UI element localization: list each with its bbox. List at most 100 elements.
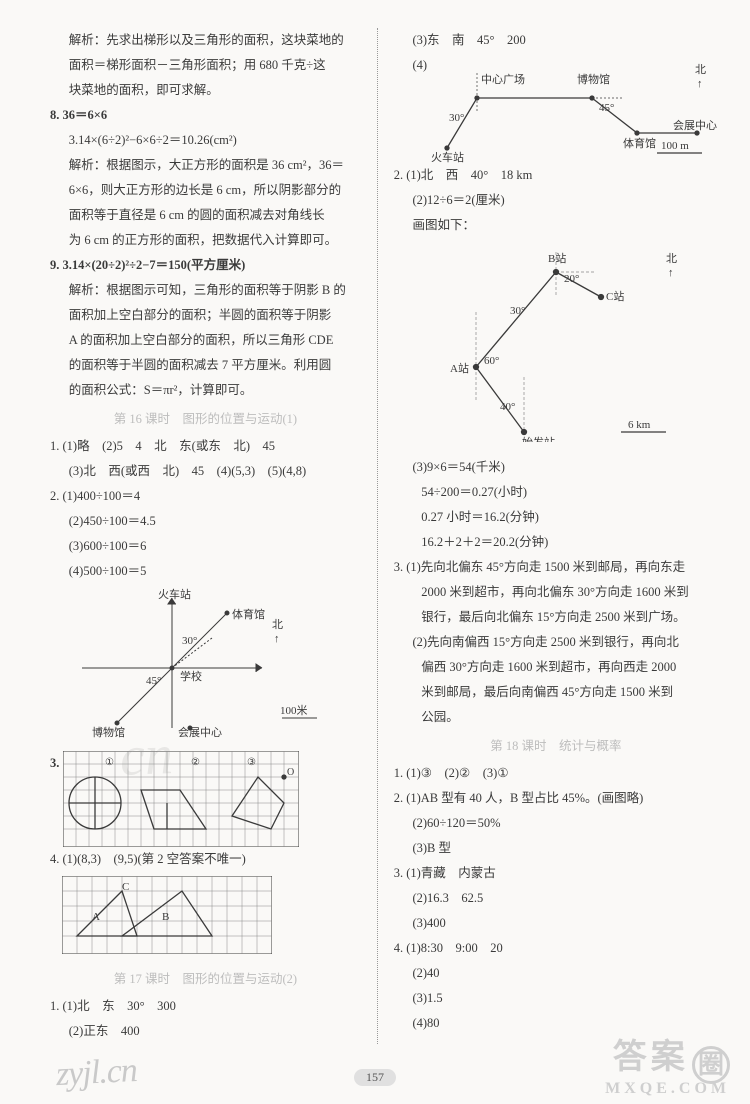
text: 公园。 bbox=[394, 705, 718, 730]
text: 米到邮局，最后向南偏西 45°方向走 1500 米到 bbox=[394, 680, 718, 705]
text: 4. (1)(8,3) (9,5)(第 2 空答案不唯一) bbox=[50, 847, 361, 872]
page-root: 解析：先求出梯形以及三角形的面积，这块菜地的 面积＝梯形面积－三角形面积；用 6… bbox=[0, 0, 750, 1044]
text: (2)先向南偏西 15°方向走 2500 米到银行，再向北 bbox=[394, 630, 718, 655]
svg-text:6 km: 6 km bbox=[628, 419, 651, 431]
text: 偏西 30°方向走 1600 米到超市，再向西走 2000 bbox=[394, 655, 718, 680]
text: (3)北 西(或西 北) 45 (4)(5,3) (5)(4,8) bbox=[50, 459, 361, 484]
svg-text:↑: ↑ bbox=[274, 633, 280, 645]
text: 3.14×(6÷2)²−6×6÷2＝10.26(cm²) bbox=[50, 128, 361, 153]
svg-text:学校: 学校 bbox=[180, 669, 202, 683]
right-column: (3)东 南 45° 200 (4) 中心广场 博物馆 bbox=[394, 28, 718, 1044]
text: 块菜地的面积，即可求解。 bbox=[50, 78, 361, 103]
svg-text:博物馆: 博物馆 bbox=[577, 72, 610, 86]
section-16-title: 第 16 课时 图形的位置与运动(1) bbox=[50, 407, 361, 432]
text: (3)1.5 bbox=[394, 986, 718, 1011]
svg-text:A: A bbox=[92, 911, 100, 923]
text: 0.27 小时＝16.2(分钟) bbox=[394, 505, 718, 530]
svg-text:①: ① bbox=[105, 757, 114, 768]
text: 面积等于直径是 6 cm 的圆的面积减去对角线长 bbox=[50, 203, 361, 228]
section-18-title: 第 18 课时 统计与概率 bbox=[394, 734, 718, 759]
text: 16.2＋2＋2＝20.2(分钟) bbox=[394, 530, 718, 555]
svg-text:20°: 20° bbox=[564, 273, 579, 285]
svg-text:A站: A站 bbox=[450, 361, 469, 375]
svg-text:60°: 60° bbox=[484, 355, 499, 367]
text: (2)16.3 62.5 bbox=[394, 886, 718, 911]
map-route-2: B站 C站 A站 始发站 北 ↑ 6 km 20° 30° 60° 40° bbox=[406, 242, 718, 451]
svg-text:北: 北 bbox=[666, 252, 677, 265]
svg-text:北: 北 bbox=[272, 618, 283, 631]
q4-grid: A B C bbox=[62, 876, 361, 963]
q9: 9. 3.14×(20÷2)²÷2−7＝150(平方厘米) bbox=[50, 253, 361, 278]
page-number: 157 bbox=[354, 1069, 396, 1086]
svg-text:↑: ↑ bbox=[697, 78, 703, 90]
svg-text:30°: 30° bbox=[449, 112, 464, 124]
text: 1. (1)北 东 30° 300 bbox=[50, 994, 361, 1019]
text: A 的面积加上空白部分的面积，所以三角形 CDE bbox=[50, 328, 361, 353]
svg-text:博物馆: 博物馆 bbox=[92, 725, 125, 738]
text: 2. (1)400÷100＝4 bbox=[50, 484, 361, 509]
svg-text:40°: 40° bbox=[500, 401, 515, 413]
svg-text:③: ③ bbox=[247, 757, 256, 768]
svg-text:100 m: 100 m bbox=[661, 140, 689, 152]
text: 面积加上空白部分的面积；半圆的面积等于阴影 bbox=[50, 303, 361, 328]
text: 的面积等于半圆的面积减去 7 平方厘米。利用圆 bbox=[50, 353, 361, 378]
text: 的面积公式：S＝πr²，计算即可。 bbox=[50, 378, 361, 403]
wm-small: MXQE.COM bbox=[605, 1080, 730, 1098]
section-17-title: 第 17 课时 图形的位置与运动(2) bbox=[50, 967, 361, 992]
svg-text:体育馆: 体育馆 bbox=[232, 607, 265, 621]
text: 2000 米到超市，再向北偏东 30°方向走 1600 米到 bbox=[394, 580, 718, 605]
text: (4)500÷100＝5 bbox=[50, 559, 361, 584]
text: 4. (1)8:30 9:00 20 bbox=[394, 936, 718, 961]
svg-text:C: C bbox=[122, 881, 129, 893]
text: 1. (1)略 (2)5 4 北 东(或东 北) 45 bbox=[50, 434, 361, 459]
map-route-1: 中心广场 博物馆 北 ↑ 45° 30° 火车站 体育馆 会展中心 100 m bbox=[427, 53, 717, 163]
svg-text:会展中心: 会展中心 bbox=[673, 119, 717, 132]
svg-text:B站: B站 bbox=[548, 251, 566, 265]
text: 银行，最后向北偏东 15°方向走 2500 米到广场。 bbox=[394, 605, 718, 630]
text: 解析：根据图示，大正方形的面积是 36 cm²，36＝ bbox=[50, 153, 361, 178]
text: 6×6，则大正方形的边长是 6 cm，所以阴影部分的 bbox=[50, 178, 361, 203]
column-divider bbox=[377, 28, 378, 1044]
text: (3)B 型 bbox=[394, 836, 718, 861]
text: (2)正东 400 bbox=[50, 1019, 361, 1044]
text: 解析：根据图示可知，三角形的面积等于阴影 B 的 bbox=[50, 278, 361, 303]
svg-text:火车站: 火车站 bbox=[158, 588, 191, 601]
svg-text:会展中心: 会展中心 bbox=[178, 726, 222, 738]
left-column: 解析：先求出梯形以及三角形的面积，这块菜地的 面积＝梯形面积－三角形面积；用 6… bbox=[50, 28, 361, 1044]
svg-text:②: ② bbox=[191, 757, 200, 768]
text: (2)450÷100＝4.5 bbox=[50, 509, 361, 534]
wm-big: 答案 bbox=[613, 1039, 689, 1076]
text: (3)东 南 45° 200 bbox=[394, 28, 718, 53]
svg-text:30°: 30° bbox=[182, 635, 197, 647]
watermark-left: zyjl.cn bbox=[55, 1052, 138, 1094]
svg-text:45°: 45° bbox=[599, 102, 614, 114]
svg-text:B: B bbox=[162, 911, 169, 923]
text: 为 6 cm 的正方形的面积，把数据代入计算即可。 bbox=[50, 228, 361, 253]
text: (4) bbox=[394, 53, 427, 163]
text: (3)9×6＝54(千米) bbox=[394, 455, 718, 480]
text: (2)12÷6＝2(厘米) bbox=[394, 188, 718, 213]
svg-text:火车站: 火车站 bbox=[431, 150, 464, 163]
svg-text:O: O bbox=[287, 767, 294, 778]
q8: 8. 36＝6×6 bbox=[50, 103, 361, 128]
q3-grid: 3. bbox=[50, 751, 361, 847]
text: 画图如下： bbox=[394, 213, 718, 238]
svg-text:30°: 30° bbox=[510, 305, 525, 317]
svg-text:C站: C站 bbox=[606, 289, 624, 303]
text: (3)600÷100＝6 bbox=[50, 534, 361, 559]
svg-text:45°: 45° bbox=[146, 675, 161, 687]
chart-school-directions: 火车站 体育馆 北 ↑ 30° 45° 学校 博物馆 会展中心 100米 bbox=[62, 588, 361, 747]
wm-circle: 圈 bbox=[692, 1046, 730, 1084]
text: 1. (1)③ (2)② (3)① bbox=[394, 761, 718, 786]
text: 3. (1)先向北偏东 45°方向走 1500 米到邮局，再向东走 bbox=[394, 555, 718, 580]
svg-text:100米: 100米 bbox=[280, 704, 308, 717]
text: 2. (1)北 西 40° 18 km bbox=[394, 163, 718, 188]
watermark-right: 答案 圈 MXQE.COM bbox=[605, 1029, 730, 1098]
text: (2)60÷120＝50% bbox=[394, 811, 718, 836]
svg-text:中心广场: 中心广场 bbox=[481, 72, 525, 86]
text: 2. (1)AB 型有 40 人，B 型占比 45%。(画图略) bbox=[394, 786, 718, 811]
text: 3. (1)青藏 内蒙古 bbox=[394, 861, 718, 886]
map1-row: (4) 中心广场 博物馆 北 ↑ bbox=[394, 53, 718, 163]
svg-text:体育馆: 体育馆 bbox=[623, 136, 656, 150]
text: (3)400 bbox=[394, 911, 718, 936]
